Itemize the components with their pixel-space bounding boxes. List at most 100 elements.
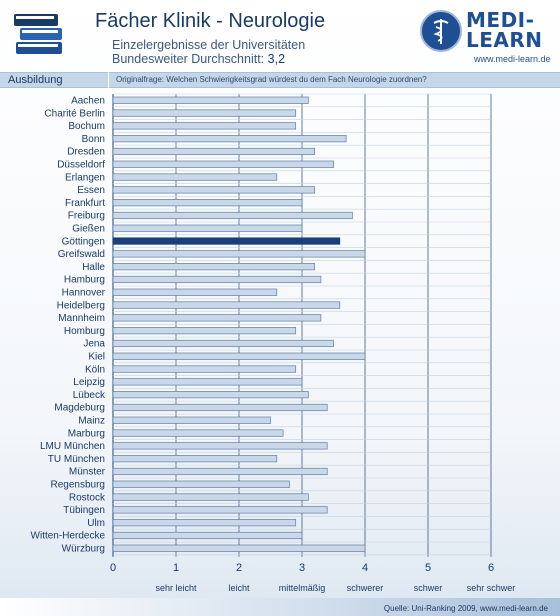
logo-line1: MEDI- — [466, 8, 535, 32]
category-label: Charité Berlin — [44, 108, 105, 119]
bar — [112, 224, 303, 232]
bar — [112, 122, 297, 130]
bar — [112, 403, 328, 412]
bar — [112, 314, 322, 322]
page-title: Fächer Klinik - Neurologie — [95, 10, 326, 32]
bar — [112, 506, 328, 514]
difficulty-label: sehr schwer — [467, 583, 516, 593]
bar — [112, 173, 278, 181]
bar — [112, 275, 322, 284]
category-label: Düsseldorf — [57, 160, 105, 171]
caduceus-icon — [420, 10, 462, 52]
difficulty-label: schwerer — [347, 583, 384, 593]
category-label: Magdeburg — [54, 403, 105, 414]
category-label: Mannheim — [58, 313, 105, 324]
bar — [112, 199, 303, 207]
bar — [112, 237, 341, 245]
category-label: LMU München — [40, 441, 105, 452]
bar — [112, 519, 297, 527]
bar — [112, 327, 297, 335]
category-label: Ulm — [87, 518, 105, 529]
bar — [112, 455, 278, 463]
logo-line2: LEARN — [466, 28, 543, 52]
category-label: Lübeck — [73, 390, 106, 401]
x-tick-label: 2 — [236, 562, 242, 574]
bar — [112, 544, 366, 552]
category-label: Hannover — [62, 288, 106, 299]
category-label: Bonn — [82, 134, 105, 145]
category-label: Tübingen — [63, 505, 105, 516]
subtitle-line1: Einzelergebnisse der Universitäten — [112, 38, 306, 52]
category-label: Bochum — [68, 121, 105, 132]
bar — [112, 147, 315, 156]
bar — [112, 339, 334, 348]
category-label: Witten-Herdecke — [31, 531, 106, 542]
bar — [112, 186, 315, 194]
category-label: Münster — [69, 467, 106, 478]
bar — [112, 365, 297, 373]
medi-learn-logo: MEDI- LEARN www.medi-learn.de — [418, 6, 558, 66]
average-value: 3,2 — [267, 52, 286, 66]
bar — [112, 493, 309, 501]
original-question: Originalfrage: Welchen Schwierigkeitsgra… — [116, 75, 427, 84]
source-note: Quelle: Uni-Ranking 2009, www.medi-learn… — [383, 604, 548, 613]
bar — [112, 263, 315, 271]
bar — [112, 467, 328, 476]
category-label: Leipzig — [73, 377, 105, 388]
category-label: Aachen — [71, 96, 105, 107]
bar — [112, 429, 284, 437]
bar — [112, 250, 366, 258]
category-label: Regensburg — [51, 480, 105, 491]
category-label: Mainz — [78, 416, 105, 427]
category-label: Dresden — [67, 147, 105, 158]
bar — [112, 352, 366, 360]
bar — [112, 160, 334, 168]
logo-url: www.medi-learn.de — [474, 54, 551, 64]
subtitle-line2: Bundesweiter Durchschnitt: 3,2 — [112, 52, 305, 66]
category-label: Erlangen — [65, 172, 105, 183]
x-tick-label: 5 — [425, 562, 431, 574]
bar — [112, 96, 309, 104]
difficulty-label: leicht — [228, 583, 250, 593]
bar — [112, 301, 341, 309]
x-tick-label: 0 — [110, 562, 116, 574]
category-label: Homburg — [64, 326, 105, 337]
bar — [112, 442, 328, 450]
band-divider — [108, 72, 109, 88]
category-label: Köln — [85, 364, 105, 375]
category-label: TU München — [48, 454, 105, 465]
category-label: Essen — [77, 185, 105, 196]
category-label: Heidelberg — [57, 300, 105, 311]
difficulty-label: sehr leicht — [155, 583, 197, 593]
section-band: Ausbildung — [0, 72, 560, 88]
category-label: Würzburg — [62, 544, 105, 555]
bar — [112, 109, 297, 117]
category-label: Marburg — [68, 428, 105, 439]
bar — [112, 480, 290, 488]
bar — [112, 531, 303, 540]
category-label: Greifswald — [58, 249, 105, 260]
header: Fächer Klinik - Neurologie Einzelergebni… — [0, 0, 560, 70]
category-label: Gießen — [72, 224, 105, 235]
category-label: Frankfurt — [65, 198, 105, 209]
page-subtitle: Einzelergebnisse der Universitäten Bunde… — [112, 38, 305, 66]
category-label: Göttingen — [62, 236, 105, 247]
x-tick-label: 4 — [362, 562, 368, 574]
category-label: Jena — [83, 339, 105, 350]
x-tick-label: 1 — [173, 562, 179, 574]
average-label: Bundesweiter Durchschnitt: — [112, 52, 268, 66]
bar — [112, 416, 271, 424]
bar — [112, 288, 278, 296]
category-label: Freiburg — [68, 211, 105, 222]
category-label: Kiel — [88, 352, 105, 363]
section-label: Ausbildung — [8, 74, 63, 86]
bar — [112, 378, 303, 386]
bar — [112, 211, 353, 220]
books-icon — [14, 14, 62, 54]
x-tick-label: 3 — [299, 562, 305, 574]
category-label: Halle — [82, 262, 105, 273]
bar — [112, 135, 347, 143]
category-label: Hamburg — [64, 275, 105, 286]
category-label: Rostock — [69, 492, 106, 503]
